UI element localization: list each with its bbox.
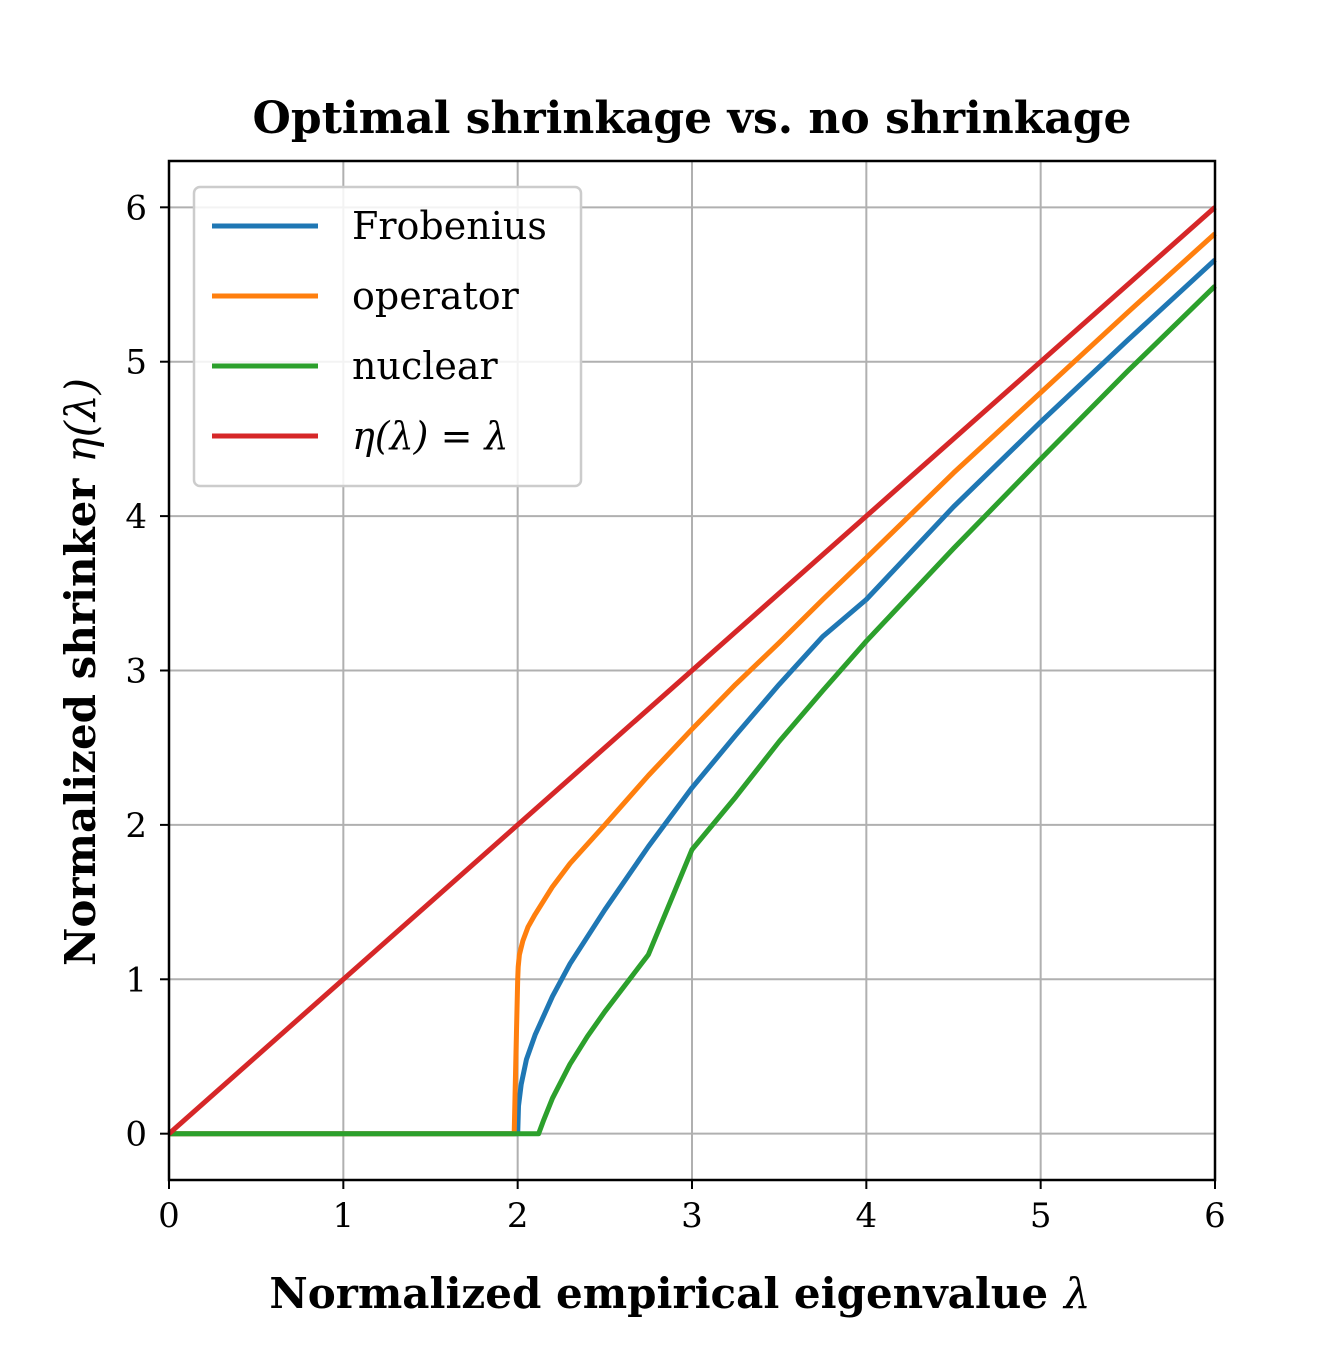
y-axis-label-symbol: η(λ): [56, 378, 105, 463]
x-tick-label: 1: [333, 1196, 355, 1236]
legend-label-frobenius: Frobenius: [352, 204, 547, 248]
x-axis-label-text: Normalized empirical eigenvalue: [269, 1269, 1048, 1318]
series-line-nuclear: [169, 284, 1217, 1137]
series-line-identity: [167, 205, 1217, 1136]
y-tick-label: 5: [125, 343, 147, 383]
series-line-operator: [169, 231, 1217, 1137]
chart-title: Optimal shrinkage vs. no shrinkage: [253, 93, 1132, 144]
x-axis-label-symbol: λ: [1062, 1269, 1091, 1318]
x-axis-ticks: 0 1 2 3 4 5 6: [158, 1180, 1226, 1236]
legend-label-operator: operator: [352, 274, 520, 318]
legend-box: [192, 185, 583, 488]
legend-label-nuclear: nuclear: [352, 344, 499, 388]
legend-label-identity: η(λ) = λ: [352, 414, 509, 458]
y-tick-label: 1: [125, 960, 147, 1000]
y-axis-ticks: 0 1 2 3 4 5 6: [125, 188, 169, 1155]
y-tick-label: 4: [125, 497, 147, 537]
x-tick-label: 6: [1204, 1196, 1226, 1236]
y-tick-label: 3: [125, 652, 147, 692]
y-axis-label: Normalized shrinker η(λ): [56, 378, 105, 966]
x-tick-label: 4: [856, 1196, 878, 1236]
x-tick-label: 0: [158, 1196, 180, 1236]
series-layer: [167, 205, 1217, 1137]
y-axis-label-text: Normalized shrinker: [56, 478, 105, 966]
y-tick-label: 0: [125, 1115, 147, 1155]
y-tick-label: 6: [125, 188, 147, 228]
x-axis-label: Normalized empirical eigenvalue λ: [269, 1269, 1090, 1318]
x-tick-label: 3: [681, 1196, 703, 1236]
x-tick-label: 2: [507, 1196, 529, 1236]
legend: Frobenius operator nuclear η(λ) = λ: [192, 185, 583, 488]
y-tick-label: 2: [125, 806, 147, 846]
x-tick-label: 5: [1030, 1196, 1052, 1236]
series-line-frobenius: [169, 257, 1217, 1137]
